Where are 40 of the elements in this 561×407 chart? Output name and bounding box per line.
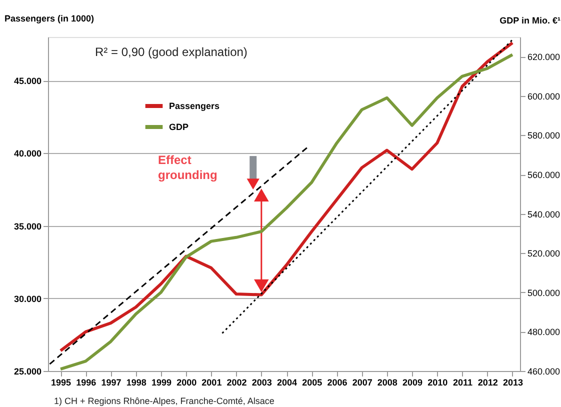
x-tick-label: 2013	[502, 378, 523, 388]
legend-label: Passengers	[169, 101, 220, 111]
y-tick-label: 30.000	[14, 294, 42, 304]
y-tick-label: 25.000	[14, 366, 42, 376]
y2-tick-label: 600.000	[528, 91, 560, 102]
y-tick-label: 45.000	[14, 76, 42, 86]
x-tick-label: 1995	[51, 378, 72, 388]
x-tick-label: 2008	[377, 378, 398, 388]
y2-tick-label: 500.000	[528, 288, 560, 298]
y2-tick-label: 580.000	[528, 130, 560, 141]
y2-tick-label: 620.000	[528, 52, 560, 62]
y-axis-title: Passengers (in 1000)	[4, 14, 94, 24]
y-tick-label: 35.000	[14, 221, 42, 232]
y-tick-label: 40.000	[14, 148, 42, 159]
x-tick-label: 2005	[302, 378, 322, 388]
y2-tick-label: 460.000	[528, 366, 560, 376]
x-tick-label: 2002	[226, 378, 247, 388]
annotation: R² = 0,90 (good explanation)	[95, 45, 248, 59]
x-tick-label: 2007	[352, 378, 372, 388]
x-tick-label: 2003	[252, 378, 272, 388]
x-tick-label: 1996	[76, 378, 96, 388]
x-tick-label: 1999	[151, 378, 172, 388]
y2-tick-label: 520.000	[528, 248, 560, 259]
x-tick-label: 1997	[101, 378, 122, 388]
y2-tick-label: 540.000	[528, 209, 560, 220]
text: 1) CH + Regions Rhône-Alpes, Franche-Comté, Alsace	[54, 396, 274, 406]
x-tick-label: 1998	[126, 378, 146, 388]
x-tick-label: 2009	[402, 378, 423, 388]
x-tick-label: 2012	[478, 378, 498, 388]
x-tick-label: 2011	[452, 378, 473, 388]
x-tick-label: 2001	[202, 378, 222, 388]
x-tick-label: 2006	[327, 378, 348, 388]
x-tick-label: 2000	[176, 378, 197, 388]
legend-label: GDP	[169, 122, 189, 132]
y2-tick-label: 560.000	[528, 170, 560, 180]
y2-axis-title: GDP in Mio. €¹	[500, 16, 560, 26]
x-tick-label: 2004	[276, 378, 298, 388]
x-tick-label: 2010	[428, 378, 448, 388]
y2-tick-label: 480.000	[528, 327, 560, 338]
annotation: Effect grounding	[158, 153, 218, 182]
